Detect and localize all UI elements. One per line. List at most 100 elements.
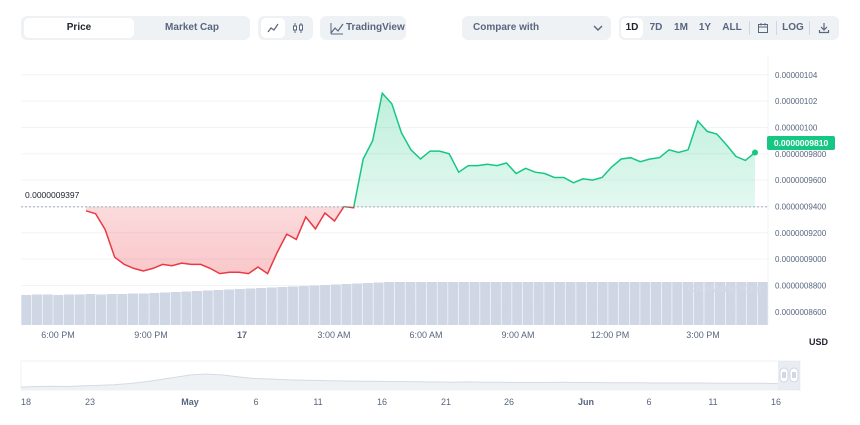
volume-bar <box>426 282 437 325</box>
volume-bar <box>96 294 107 325</box>
x-tick-label: 9:00 AM <box>501 330 534 340</box>
volume-bar <box>181 291 192 325</box>
range-divider <box>809 21 810 35</box>
tradingview-label: TradingView <box>346 22 405 33</box>
volume-bar <box>458 282 469 325</box>
x-tick-label: 6:00 AM <box>409 330 442 340</box>
volume-bar <box>42 294 53 325</box>
volume-bar <box>330 284 341 325</box>
volume-bar <box>608 282 619 325</box>
volume-bar <box>650 282 661 325</box>
volume-bar <box>128 293 139 325</box>
volume-bar <box>170 292 181 325</box>
volume-bar <box>736 282 747 325</box>
volume-bar <box>373 282 384 325</box>
x-tick-label: 17 <box>237 330 247 340</box>
volume-bar <box>629 282 640 325</box>
current-price-dot <box>752 149 758 156</box>
download-button[interactable] <box>812 18 836 38</box>
volume-bar <box>405 282 416 325</box>
market-cap-tab[interactable]: Market Cap <box>165 22 219 33</box>
volume-bar <box>266 287 277 325</box>
log-scale-button[interactable]: LOG <box>782 22 804 33</box>
range-1y-button[interactable]: 1Y <box>698 22 712 33</box>
navigator-tick-label: 16 <box>771 397 781 407</box>
volume-bar <box>21 295 32 325</box>
tradingview-button[interactable]: TradingView <box>320 16 406 40</box>
navigator-tick-label: 26 <box>504 397 514 407</box>
volume-bar <box>512 282 523 325</box>
y-tick-label: 0.0000009600 <box>775 176 827 185</box>
compare-with-dropdown[interactable]: Compare with <box>462 16 611 40</box>
range-all-button[interactable]: ALL <box>722 22 742 33</box>
range-divider <box>776 21 777 35</box>
volume-bar <box>640 282 651 325</box>
chart-toolbar: Price Market Cap TradingView Compare wit… <box>21 16 839 40</box>
range-navigator[interactable]: 18 23 May 6 11 16 21 26 Jun 6 11 16 <box>20 360 801 407</box>
volume-bar <box>224 289 235 325</box>
candlestick-button[interactable] <box>286 18 310 38</box>
compare-with-label: Compare with <box>473 22 540 33</box>
volume-bar <box>672 282 683 325</box>
volume-bar <box>309 285 320 325</box>
download-icon <box>818 23 830 34</box>
volume-bar <box>554 282 565 325</box>
volume-bar <box>757 282 768 325</box>
volume-bar <box>85 294 96 325</box>
volume-bar <box>618 282 629 325</box>
navigator-tick-label: 21 <box>441 397 451 407</box>
tradingview-icon <box>330 23 344 35</box>
volume-bar <box>53 295 64 325</box>
navigator-tick-label: 16 <box>377 397 387 407</box>
volume-bar <box>138 293 149 325</box>
volume-bar <box>202 290 213 325</box>
navigator-tick-label: 11 <box>313 397 322 407</box>
volume-bar <box>533 282 544 325</box>
chevron-down-icon <box>593 25 603 31</box>
volume-bar <box>437 282 448 325</box>
volume-bar <box>74 294 85 325</box>
x-tick-label: 3:00 PM <box>686 330 720 340</box>
y-tick-label: 0.00000104 <box>775 71 818 80</box>
volume-bar <box>469 282 480 325</box>
navigator-tick-label: 18 <box>21 397 31 407</box>
volume-bar <box>714 282 726 325</box>
y-unit-label: USD <box>809 337 829 347</box>
navigator-tick-label: 11 <box>708 397 717 407</box>
volume-bar <box>192 291 203 325</box>
price-line-up <box>342 91 756 207</box>
navigator-tick-label: Jun <box>578 397 594 407</box>
volume-bar <box>693 282 704 325</box>
volume-bar <box>522 282 533 325</box>
navigator-handle-right <box>789 367 799 383</box>
y-tick-label: 0.0000009800 <box>775 150 827 159</box>
range-7d-button[interactable]: 7D <box>649 22 663 33</box>
line-chart-button[interactable] <box>261 18 285 38</box>
calendar-icon <box>758 23 768 33</box>
volume-bar <box>63 294 75 325</box>
price-tab[interactable]: Price <box>24 18 134 38</box>
volume-bar <box>597 282 608 325</box>
volume-bar <box>341 284 352 325</box>
y-tick-label: 0.00000102 <box>775 97 818 106</box>
volume-bar <box>234 289 245 325</box>
range-1d-button[interactable]: 1D <box>621 18 643 38</box>
y-tick-label: 0.0000009000 <box>775 255 827 264</box>
volume-bar <box>256 288 267 325</box>
volume-bar <box>394 282 405 325</box>
navigator-handle-left <box>779 367 789 383</box>
volume-bar <box>31 294 43 325</box>
date-range-button[interactable] <box>752 18 774 38</box>
x-tick-label: 6:00 PM <box>41 330 75 340</box>
candlestick-icon <box>293 23 303 33</box>
chart-type-switch: Price Market Cap <box>21 16 250 40</box>
navigator-tick-label: 6 <box>253 397 258 407</box>
volume-bar <box>565 282 576 325</box>
navigator-line <box>20 373 779 388</box>
range-1m-button[interactable]: 1M <box>674 22 688 33</box>
volume-bar <box>352 283 363 325</box>
volume-bar <box>480 282 491 325</box>
volume-bar <box>586 282 597 325</box>
price-line <box>85 91 758 275</box>
